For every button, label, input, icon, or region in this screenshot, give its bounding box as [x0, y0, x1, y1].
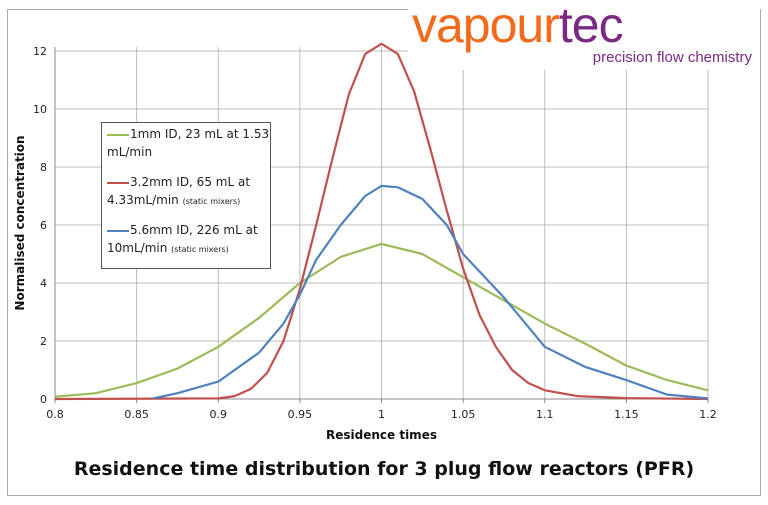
- legend-item-5-6mm: 5.6mm ID, 226 mL at 10mL/min (static mixe…: [107, 223, 258, 255]
- x-tick-label: 1.15: [614, 408, 639, 421]
- series-line-1: [54, 242, 709, 398]
- y-tick-label: 10: [33, 103, 47, 116]
- y-tick-label: 6: [40, 219, 47, 232]
- x-tick-label: 1.2: [699, 408, 717, 421]
- legend-item-3-2mm: 3.2mm ID, 65 mL at 4.33mL/min (static mix…: [107, 175, 251, 207]
- logo-wordmark: vapourtec: [412, 0, 624, 53]
- vapourtec-logo: vapourtec precision flow chemistry: [408, 0, 760, 70]
- y-tick-label: 4: [40, 277, 47, 290]
- y-axis-label: Normalised concentration: [13, 135, 27, 310]
- x-tick-label: 1.1: [536, 408, 554, 421]
- legend-item-1mm: 1mm ID, 23 mL at 1.53 mL/min: [107, 127, 270, 159]
- series-line-3: [152, 184, 709, 400]
- chart-legend: 1mm ID, 23 mL at 1.53 mL/min 3.2mm ID, 65…: [101, 122, 271, 269]
- y-tick-label: 0: [40, 393, 47, 406]
- x-tick-label: 0.95: [288, 408, 313, 421]
- logo-tagline: precision flow chemistry: [592, 49, 752, 66]
- x-tick-label: 1: [378, 408, 385, 421]
- y-tick-label: 12: [33, 45, 47, 58]
- x-axis-label: Residence times: [326, 428, 437, 442]
- y-tick-label: 2: [40, 335, 47, 348]
- series-line-2: [54, 42, 709, 401]
- chart-frame: [7, 9, 761, 496]
- x-tick-label: 1.05: [451, 408, 476, 421]
- x-tick-label: 0.9: [210, 408, 228, 421]
- chart-title: Residence time distribution for 3 plug f…: [73, 458, 695, 480]
- legend-swatch: [107, 133, 129, 136]
- legend-swatch: [107, 181, 129, 184]
- y-tick-label: 8: [40, 161, 47, 174]
- legend-swatch: [107, 229, 129, 232]
- x-tick-label: 0.85: [124, 408, 149, 421]
- x-tick-label: 0.8: [46, 408, 64, 421]
